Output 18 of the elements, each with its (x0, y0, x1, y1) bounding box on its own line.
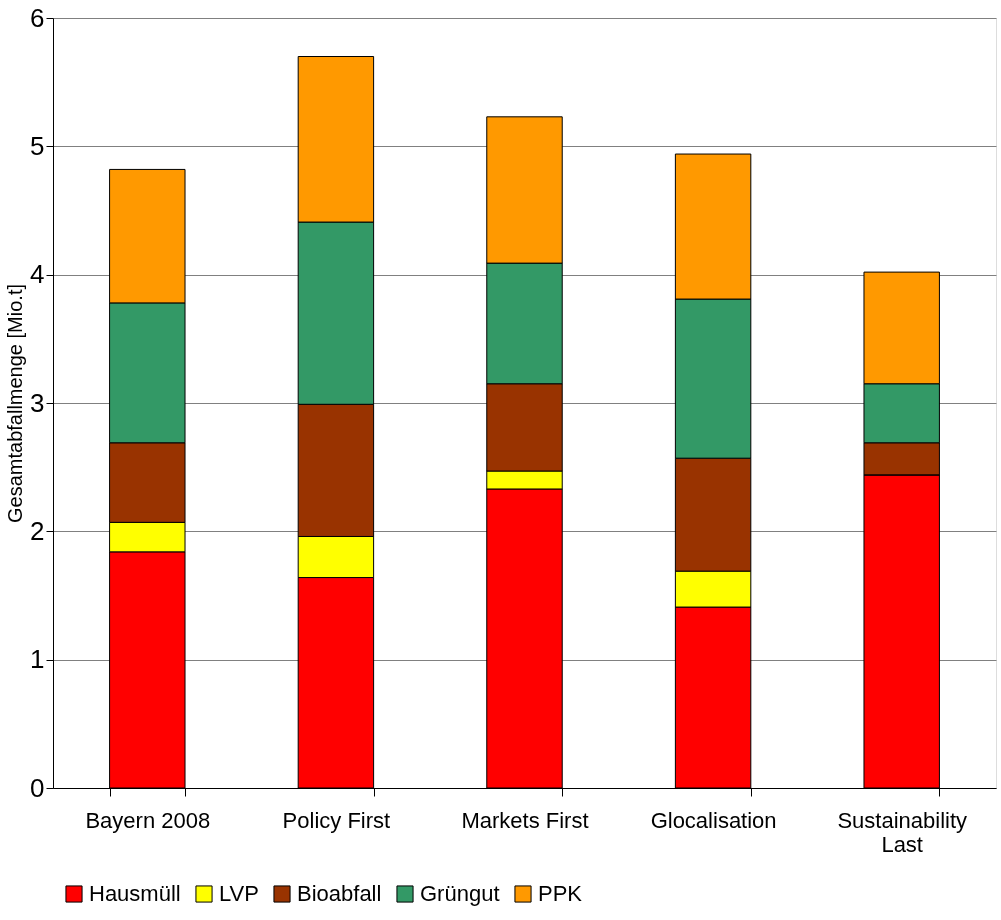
x-tick-label: Markets First (461, 807, 589, 833)
y-tick-label: 2 (30, 515, 45, 546)
x-tick-label: Sustainability Last (837, 807, 968, 857)
x-tick-label: Glocalisation (650, 807, 777, 833)
y-tick-label: 1 (30, 644, 45, 675)
legend-label: Grüngut (420, 881, 500, 906)
y-tick-label: 4 (30, 259, 45, 290)
legend-label: PPK (538, 881, 583, 906)
y-tick-label: 3 (30, 387, 45, 418)
x-tick-label: Bayern 2008 (85, 807, 211, 833)
y-tick-label: 0 (30, 772, 45, 803)
x-tick-label: Policy First (282, 807, 391, 833)
y-tick-label: 6 (30, 2, 45, 33)
legend-label: Bioabfall (297, 881, 382, 906)
y-tick-label: 5 (30, 130, 45, 161)
legend-label: LVP (219, 881, 259, 906)
legend-label: Hausmüll (89, 881, 181, 906)
y-axis-title: Gesamtabfallmenge [Mio.t] (4, 284, 27, 523)
